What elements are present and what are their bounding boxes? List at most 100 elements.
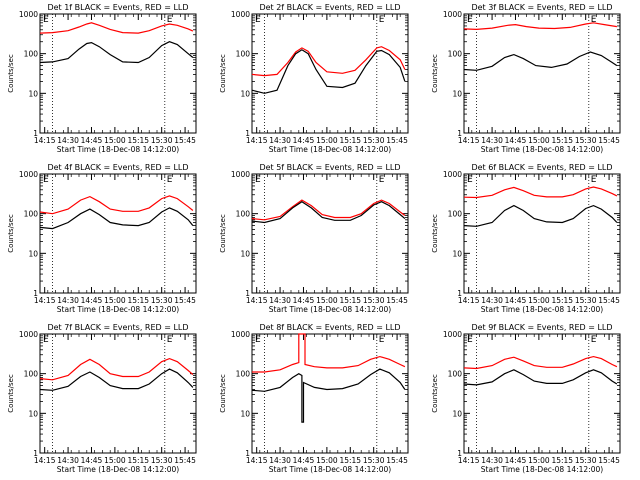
detector-panel: Det 7f BLACK = Events, RED = LLD 1 10 100 10…	[7, 323, 197, 474]
x-tick-label: 15:00	[528, 296, 550, 305]
y-axis-label: Counts/sec	[219, 374, 227, 413]
x-tick-label: 15:15	[127, 456, 149, 465]
detector-panel: Det 2f BLACK = Events, RED = LLD 1 10 100 10…	[219, 3, 409, 154]
x-tick-label: 15:00	[104, 296, 126, 305]
panel-title: Det 9f BLACK = Events, RED = LLD	[471, 323, 612, 332]
y-tick-label: 10	[452, 89, 462, 98]
y-axis-label: Counts/sec	[219, 214, 227, 253]
event-marker-label: E	[43, 335, 49, 345]
panel-title: Det 5f BLACK = Events, RED = LLD	[259, 163, 400, 172]
y-axis-label: Counts/sec	[7, 214, 15, 253]
x-tick-label: 15:00	[104, 456, 126, 465]
panel-title: Det 7f BLACK = Events, RED = LLD	[47, 323, 188, 332]
detector-panel: Det 3f BLACK = Events, RED = LLD 1 10 100 10…	[431, 3, 621, 154]
event-marker-label: E	[43, 175, 49, 185]
event-marker-label: E	[591, 175, 597, 185]
y-tick-label: 100	[236, 50, 251, 59]
x-tick-label: 14:45	[81, 456, 103, 465]
x-axis-label: Start Time (18-Dec-08 14:12:00)	[269, 465, 391, 474]
x-tick-label: 15:30	[151, 456, 173, 465]
x-tick-label: 15:15	[127, 136, 149, 145]
lld-series-line	[463, 22, 617, 31]
lld-series-line	[39, 357, 194, 381]
x-tick-label: 14:30	[481, 456, 503, 465]
x-tick-label: 14:15	[34, 456, 56, 465]
event-marker-label: E	[467, 175, 473, 185]
x-tick-label: 15:30	[575, 296, 597, 305]
x-tick-label: 14:30	[269, 136, 291, 145]
event-marker-label: E	[591, 15, 597, 25]
detector-panel: Det 5f BLACK = Events, RED = LLD 1 10 100 10…	[219, 163, 409, 314]
x-tick-label: 14:30	[57, 456, 79, 465]
event-marker-label: E	[591, 335, 597, 345]
events-series-line	[463, 204, 618, 227]
y-tick-label: 10	[240, 89, 250, 98]
y-tick-label: 10	[28, 409, 38, 418]
event-marker-label: E	[43, 15, 49, 25]
x-tick-label: 14:15	[246, 456, 268, 465]
x-tick-label: 15:30	[575, 136, 597, 145]
x-tick-label: 15:30	[151, 136, 173, 145]
lld-series-line	[39, 195, 194, 215]
event-marker-label: E	[167, 175, 173, 185]
y-tick-label: 1000	[19, 10, 38, 19]
y-tick-label: 100	[24, 370, 39, 379]
x-tick-label: 15:45	[386, 456, 408, 465]
y-tick-label: 1000	[231, 170, 250, 179]
x-tick-label: 15:15	[127, 296, 149, 305]
y-tick-label: 1	[245, 449, 250, 458]
x-tick-label: 15:15	[551, 456, 573, 465]
detector-panel: Det 4f BLACK = Events, RED = LLD 1 10 100 10…	[7, 163, 197, 314]
y-tick-label: 1	[33, 449, 38, 458]
y-tick-label: 1000	[19, 330, 38, 339]
x-axis-label: Start Time (18-Dec-08 14:12:00)	[481, 145, 603, 154]
lld-series-line	[251, 199, 406, 221]
x-tick-label: 14:45	[505, 296, 527, 305]
y-tick-label: 100	[236, 370, 251, 379]
events-series-line	[463, 51, 618, 71]
plot-frame	[251, 333, 409, 454]
x-tick-label: 15:45	[598, 296, 620, 305]
x-tick-label: 14:30	[57, 296, 79, 305]
y-tick-label: 10	[28, 89, 38, 98]
y-tick-label: 100	[448, 210, 463, 219]
x-tick-label: 15:30	[363, 456, 385, 465]
lld-series-line	[463, 355, 618, 370]
y-tick-label: 1000	[443, 10, 462, 19]
y-tick-label: 1	[33, 129, 38, 138]
x-axis-label: Start Time (18-Dec-08 14:12:00)	[481, 465, 603, 474]
x-tick-label: 15:30	[363, 296, 385, 305]
y-tick-label: 10	[240, 409, 250, 418]
x-tick-label: 15:45	[174, 296, 196, 305]
event-marker-label: E	[167, 335, 173, 345]
event-marker-label: E	[255, 335, 261, 345]
x-tick-label: 14:15	[458, 136, 480, 145]
y-tick-label: 1	[457, 449, 462, 458]
event-marker-label: E	[467, 15, 473, 25]
x-axis-label: Start Time (18-Dec-08 14:12:00)	[269, 145, 391, 154]
x-tick-label: 14:45	[505, 136, 527, 145]
x-tick-label: 15:30	[151, 296, 173, 305]
event-marker-label: E	[379, 335, 385, 345]
plot-frame	[463, 333, 621, 454]
x-tick-label: 14:45	[293, 456, 315, 465]
x-tick-label: 15:15	[339, 456, 361, 465]
y-tick-label: 10	[452, 409, 462, 418]
panel-title: Det 4f BLACK = Events, RED = LLD	[47, 163, 188, 172]
plot-frame	[463, 13, 621, 134]
x-tick-label: 15:45	[598, 456, 620, 465]
event-marker-label: E	[167, 15, 173, 25]
x-tick-label: 15:15	[551, 296, 573, 305]
detector-panel: Det 8f BLACK = Events, RED = LLD 1 10 100 10…	[219, 323, 409, 474]
detector-panel: Det 9f BLACK = Events, RED = LLD 1 10 100 10…	[431, 323, 621, 474]
y-tick-label: 1	[245, 289, 250, 298]
plot-frame	[39, 333, 197, 454]
x-tick-label: 15:30	[363, 136, 385, 145]
panel-title: Det 8f BLACK = Events, RED = LLD	[259, 323, 400, 332]
x-axis-label: Start Time (18-Dec-08 14:12:00)	[57, 145, 179, 154]
x-tick-label: 14:15	[458, 296, 480, 305]
y-axis-label: Counts/sec	[431, 214, 439, 253]
y-axis-label: Counts/sec	[431, 374, 439, 413]
y-tick-label: 100	[24, 50, 39, 59]
x-tick-label: 14:30	[481, 136, 503, 145]
